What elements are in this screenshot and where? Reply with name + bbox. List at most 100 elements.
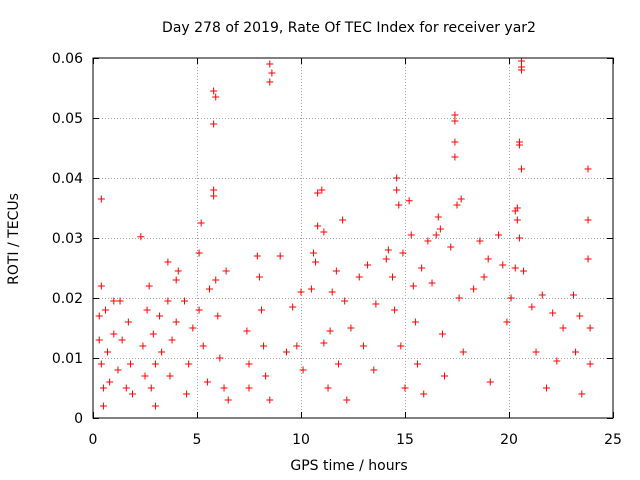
- data-point: [569, 291, 577, 299]
- data-point: [203, 378, 211, 386]
- data-point: [332, 267, 340, 275]
- data-point: [420, 390, 428, 398]
- data-point: [538, 291, 546, 299]
- data-point: [517, 57, 525, 65]
- data-point: [515, 141, 523, 149]
- data-point: [511, 264, 519, 272]
- chart-title: Day 278 of 2019, Rate Of TEC Index for r…: [162, 20, 536, 36]
- data-point: [181, 297, 189, 305]
- data-point: [424, 237, 432, 245]
- data-point: [139, 342, 147, 350]
- data-point: [99, 402, 107, 410]
- data-point: [137, 233, 145, 241]
- data-point: [122, 384, 130, 392]
- data-point: [486, 378, 494, 386]
- y-tick-label: 0.02: [52, 291, 83, 307]
- data-point: [156, 312, 164, 320]
- data-point: [262, 372, 270, 380]
- data-point: [195, 249, 203, 257]
- data-point: [549, 309, 557, 317]
- data-point: [268, 69, 276, 77]
- data-point: [397, 342, 405, 350]
- data-point: [126, 360, 134, 368]
- data-point: [276, 252, 284, 260]
- data-point: [320, 339, 328, 347]
- data-point: [324, 384, 332, 392]
- data-point: [393, 186, 401, 194]
- data-point: [210, 186, 218, 194]
- data-point: [542, 384, 550, 392]
- data-point: [255, 273, 263, 281]
- data-point: [407, 231, 415, 239]
- data-point: [151, 360, 159, 368]
- data-point: [289, 303, 297, 311]
- data-point: [584, 216, 592, 224]
- data-point: [395, 201, 403, 209]
- data-point: [341, 297, 349, 305]
- data-point: [428, 279, 436, 287]
- data-point: [572, 348, 580, 356]
- data-point: [528, 303, 536, 311]
- data-point: [224, 396, 232, 404]
- data-point: [114, 366, 122, 374]
- data-point: [141, 372, 149, 380]
- data-point: [97, 195, 105, 203]
- data-points: [95, 57, 594, 410]
- data-point: [438, 330, 446, 338]
- data-point: [453, 201, 461, 209]
- data-point: [97, 282, 105, 290]
- data-point: [174, 267, 182, 275]
- data-point: [183, 390, 191, 398]
- data-point: [436, 225, 444, 233]
- data-point: [149, 330, 157, 338]
- data-point: [318, 186, 326, 194]
- data-point: [507, 294, 515, 302]
- data-point: [222, 267, 230, 275]
- data-point: [293, 342, 301, 350]
- data-point: [405, 197, 413, 205]
- data-point: [172, 318, 180, 326]
- data-point: [451, 117, 459, 125]
- data-point: [451, 138, 459, 146]
- data-point: [118, 336, 126, 344]
- data-point: [484, 255, 492, 263]
- data-point: [578, 390, 586, 398]
- data-point: [576, 312, 584, 320]
- data-point: [432, 231, 440, 239]
- data-point: [470, 285, 478, 293]
- data-point: [116, 297, 124, 305]
- data-point: [393, 174, 401, 182]
- data-point: [411, 318, 419, 326]
- data-point: [145, 282, 153, 290]
- data-point: [455, 294, 463, 302]
- data-point: [364, 261, 372, 269]
- data-point: [584, 255, 592, 263]
- data-point: [418, 264, 426, 272]
- data-point: [245, 384, 253, 392]
- data-point: [515, 234, 523, 242]
- y-tick-label: 0.01: [52, 351, 83, 367]
- data-point: [168, 336, 176, 344]
- data-point: [314, 189, 322, 197]
- data-point: [517, 66, 525, 74]
- data-point: [195, 306, 203, 314]
- data-point: [495, 231, 503, 239]
- data-point: [370, 366, 378, 374]
- data-point: [166, 372, 174, 380]
- data-point: [257, 306, 265, 314]
- y-tick-label: 0.04: [52, 171, 83, 187]
- data-point: [212, 93, 220, 101]
- data-point: [253, 252, 261, 260]
- data-point: [243, 327, 251, 335]
- data-point: [553, 357, 561, 365]
- data-point: [266, 60, 274, 68]
- y-tick-label: 0.05: [52, 111, 83, 127]
- data-point: [399, 249, 407, 257]
- x-tick-label: 25: [604, 432, 622, 448]
- data-point: [99, 384, 107, 392]
- x-tick-label: 0: [89, 432, 98, 448]
- y-tick-label: 0.03: [52, 231, 83, 247]
- data-point: [95, 312, 103, 320]
- data-point: [532, 348, 540, 356]
- data-point: [245, 360, 253, 368]
